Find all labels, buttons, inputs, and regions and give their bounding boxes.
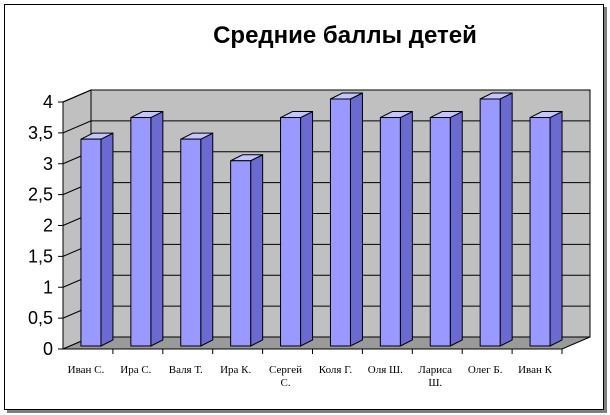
- bar: [230, 153, 264, 347]
- bar-side: [200, 132, 214, 347]
- bar-side: [150, 110, 164, 347]
- bar-side: [449, 110, 463, 347]
- bar-front: [479, 98, 501, 347]
- bar-side: [499, 92, 513, 347]
- bar-side: [100, 132, 114, 347]
- bar-side: [250, 153, 264, 347]
- chart-title: Средние баллы детей: [213, 22, 477, 49]
- chart-frame: Средние баллы детей 0 0,5 1 1,5 2 2,5 3 3,5 4 Ив…: [4, 4, 604, 410]
- x-tick-label: Оля Ш.: [368, 364, 403, 376]
- bar: [329, 92, 363, 347]
- gridline-side: [62, 120, 92, 134]
- bar-front: [180, 138, 202, 347]
- bar: [529, 110, 563, 347]
- x-tick-label: Ира К.: [220, 364, 251, 376]
- x-tick-label: Сергей С.: [269, 364, 302, 389]
- bar-front: [329, 98, 351, 347]
- y-axis-ticks: 0 0,5 1 1,5 2 2,5 3 3,5 4: [28, 92, 64, 359]
- y-tick-label: 2: [43, 216, 53, 236]
- y-tick-label: 4: [43, 92, 53, 112]
- bar-front: [429, 117, 451, 347]
- bar-side: [300, 110, 314, 347]
- y-tick-label: 3,5: [28, 123, 53, 143]
- x-tick-label: Иван К: [518, 364, 553, 376]
- bar-side: [349, 92, 363, 347]
- x-tick-label: Лариса Ш.: [418, 364, 452, 389]
- bar-side: [399, 110, 413, 347]
- x-tick-label: Валя Т.: [169, 364, 203, 376]
- x-axis-ticks: Иван С. Ира С. Валя Т. Ира К. Сергей С. Коля Г…: [63, 348, 563, 389]
- y-tick-label: 1: [43, 277, 53, 297]
- bar-front: [529, 117, 551, 347]
- bar-front: [230, 160, 252, 347]
- x-tick-label: Олег Б.: [468, 364, 503, 376]
- bar: [280, 110, 314, 347]
- bar: [130, 110, 164, 347]
- gridline-side: [62, 89, 92, 103]
- y-tick-label: 0,5: [28, 308, 53, 328]
- y-tick-label: 2,5: [28, 185, 53, 205]
- bar-front: [280, 117, 302, 347]
- bar-front: [130, 117, 152, 347]
- bar-chart: Средние баллы детей 0 0,5 1 1,5 2 2,5 3 3,5 4 Ив…: [28, 22, 591, 389]
- bar-front: [80, 138, 102, 347]
- bar: [180, 132, 214, 347]
- bar: [479, 92, 513, 347]
- bar: [429, 110, 463, 347]
- y-tick-label: 1,5: [28, 246, 53, 266]
- x-tick-label: Иван С.: [68, 364, 105, 376]
- bar: [80, 132, 114, 347]
- bar-side: [549, 110, 563, 347]
- y-tick-label: 0: [43, 339, 53, 359]
- bar: [379, 110, 413, 347]
- x-tick-label: Коля Г.: [319, 364, 353, 376]
- y-tick-label: 3: [43, 154, 53, 174]
- bar-front: [379, 117, 401, 347]
- x-tick-label: Ира С.: [120, 364, 151, 376]
- bars: [80, 92, 563, 347]
